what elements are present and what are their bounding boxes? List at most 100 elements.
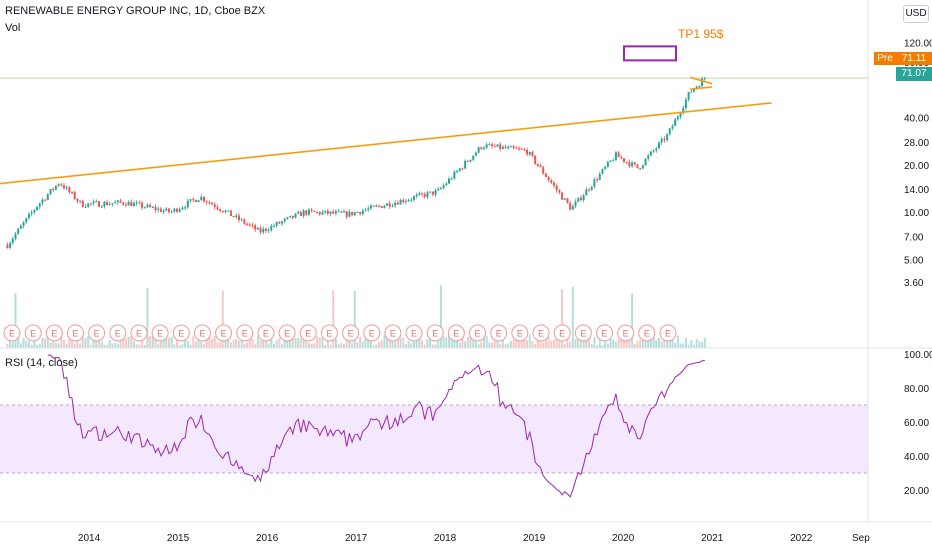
earnings-marker[interactable] <box>151 324 169 342</box>
volume-bar <box>639 339 642 348</box>
earnings-marker[interactable] <box>638 324 656 342</box>
earnings-marker[interactable] <box>574 324 592 342</box>
candle-body <box>574 201 577 207</box>
volume-bar <box>19 343 22 348</box>
rsi-label: RSI (14, close) <box>5 357 78 369</box>
volume-bar <box>310 343 313 348</box>
candle-body <box>566 198 569 203</box>
earnings-marker[interactable] <box>596 324 614 342</box>
earnings-marker[interactable] <box>3 324 21 342</box>
candle-body <box>550 180 553 183</box>
trendline[interactable] <box>689 86 713 90</box>
volume-bar <box>167 337 170 348</box>
candle-body <box>577 197 580 202</box>
volume-bar <box>663 339 666 348</box>
earnings-marker[interactable] <box>193 324 211 342</box>
volume-bar <box>221 290 224 348</box>
candle-body <box>92 201 95 204</box>
candle-body <box>84 206 87 208</box>
candle-body <box>103 202 106 207</box>
earnings-marker[interactable] <box>257 324 275 342</box>
volume-bar <box>103 344 106 348</box>
earnings-marker[interactable] <box>130 324 148 342</box>
earnings-marker[interactable] <box>490 324 508 342</box>
candle-body <box>186 200 189 208</box>
rsi-pane[interactable] <box>0 354 868 498</box>
earnings-marker[interactable] <box>172 324 190 342</box>
candle-body <box>353 212 356 216</box>
candle-body <box>181 207 184 210</box>
volume-bar <box>480 341 483 348</box>
candle-body <box>342 211 345 213</box>
earnings-marker[interactable] <box>659 324 677 342</box>
trendline[interactable] <box>689 76 713 85</box>
volume-bar <box>240 336 243 348</box>
volume-bar <box>402 337 405 348</box>
earnings-marker[interactable] <box>342 324 360 342</box>
volume-bar <box>283 340 286 348</box>
volume-bar <box>596 344 599 348</box>
volume-bar <box>396 335 399 348</box>
earnings-marker[interactable] <box>363 324 381 342</box>
earnings-marker[interactable] <box>109 324 127 342</box>
candle-body <box>348 211 351 217</box>
earnings-marker[interactable] <box>320 324 338 342</box>
earnings-marker[interactable] <box>299 324 317 342</box>
earnings-marker[interactable] <box>617 324 635 342</box>
volume-bar <box>577 337 580 348</box>
candle-body <box>555 185 558 191</box>
earnings-marker[interactable] <box>384 324 402 342</box>
volume-bar <box>598 339 601 348</box>
earnings-marker-letter: E <box>496 329 502 339</box>
candle-body <box>359 212 362 215</box>
currency-badge[interactable]: USD <box>903 5 929 23</box>
candle-body <box>267 230 270 232</box>
earnings-marker[interactable] <box>236 324 254 342</box>
time-tick-label: Sep <box>852 533 870 544</box>
volume-bar <box>170 336 173 348</box>
volume-bar <box>377 341 380 348</box>
earnings-marker[interactable] <box>278 324 296 342</box>
earnings-marker[interactable] <box>469 324 487 342</box>
candle-body <box>65 187 68 189</box>
volume-bar <box>695 339 698 348</box>
earnings-marker[interactable] <box>553 324 571 342</box>
candle-body <box>582 195 585 201</box>
earnings-marker[interactable] <box>426 324 444 342</box>
volume-bar <box>647 337 650 348</box>
candle-body <box>97 201 100 207</box>
earnings-marker[interactable] <box>532 324 550 342</box>
earnings-marker-letter: E <box>199 329 205 339</box>
volume-bar <box>11 342 14 348</box>
volume-bar <box>512 339 515 348</box>
price-tick-label: 120.00 <box>904 38 932 49</box>
volume-bar <box>666 338 669 348</box>
trendline[interactable] <box>0 102 772 185</box>
candle-body <box>439 187 442 189</box>
earnings-marker[interactable] <box>24 324 42 342</box>
earnings-marker[interactable] <box>511 324 529 342</box>
earnings-marker[interactable] <box>405 324 423 342</box>
candle-body <box>509 146 512 148</box>
volume-bar <box>157 344 160 348</box>
earnings-marker[interactable] <box>88 324 106 342</box>
candle-body <box>216 207 219 210</box>
volume-bar <box>504 343 507 348</box>
volume-bar <box>151 335 154 348</box>
earnings-marker[interactable] <box>215 324 233 342</box>
earnings-marker[interactable] <box>66 324 84 342</box>
candle-body <box>671 126 674 129</box>
volume-bar <box>431 344 434 348</box>
earnings-marker[interactable] <box>45 324 63 342</box>
volume-bar <box>291 337 294 348</box>
candle-body <box>79 200 82 202</box>
candle-body <box>644 158 647 166</box>
candle-body <box>571 206 574 210</box>
target-box[interactable] <box>623 45 677 62</box>
volume-bar <box>606 343 609 348</box>
candle-body <box>54 185 57 190</box>
earnings-marker[interactable] <box>447 324 465 342</box>
volume-bar <box>461 337 464 348</box>
